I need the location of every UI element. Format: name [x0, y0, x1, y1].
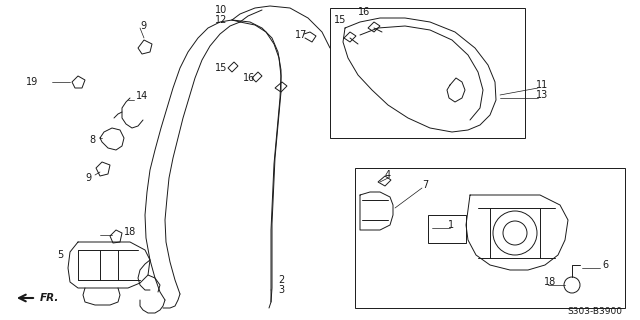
Text: 11: 11	[536, 80, 548, 90]
Text: 6: 6	[602, 260, 608, 270]
Text: 16: 16	[358, 7, 371, 17]
Text: 1: 1	[448, 220, 454, 230]
Bar	[330, 8, 525, 138]
Bar	[355, 168, 625, 308]
Text: 19: 19	[26, 77, 38, 87]
Text: 12: 12	[215, 15, 227, 25]
Text: FR.: FR.	[40, 293, 60, 303]
Text: 3: 3	[278, 285, 284, 295]
Bar	[428, 215, 466, 243]
Text: 15: 15	[215, 63, 227, 73]
Text: S303-B3900: S303-B3900	[567, 308, 622, 316]
Text: 7: 7	[422, 180, 428, 190]
Text: 8: 8	[90, 135, 96, 145]
Text: 9: 9	[86, 173, 92, 183]
Text: 18: 18	[124, 227, 136, 237]
Text: 9: 9	[140, 21, 146, 31]
Text: 10: 10	[215, 5, 227, 15]
Text: 13: 13	[536, 90, 548, 100]
Text: 17: 17	[295, 30, 307, 40]
Text: 18: 18	[544, 277, 556, 287]
Text: 14: 14	[136, 91, 148, 101]
Text: 4: 4	[385, 170, 391, 180]
Text: 15: 15	[334, 15, 346, 25]
Text: 2: 2	[278, 275, 284, 285]
Text: 16: 16	[243, 73, 255, 83]
Text: 5: 5	[57, 250, 63, 260]
